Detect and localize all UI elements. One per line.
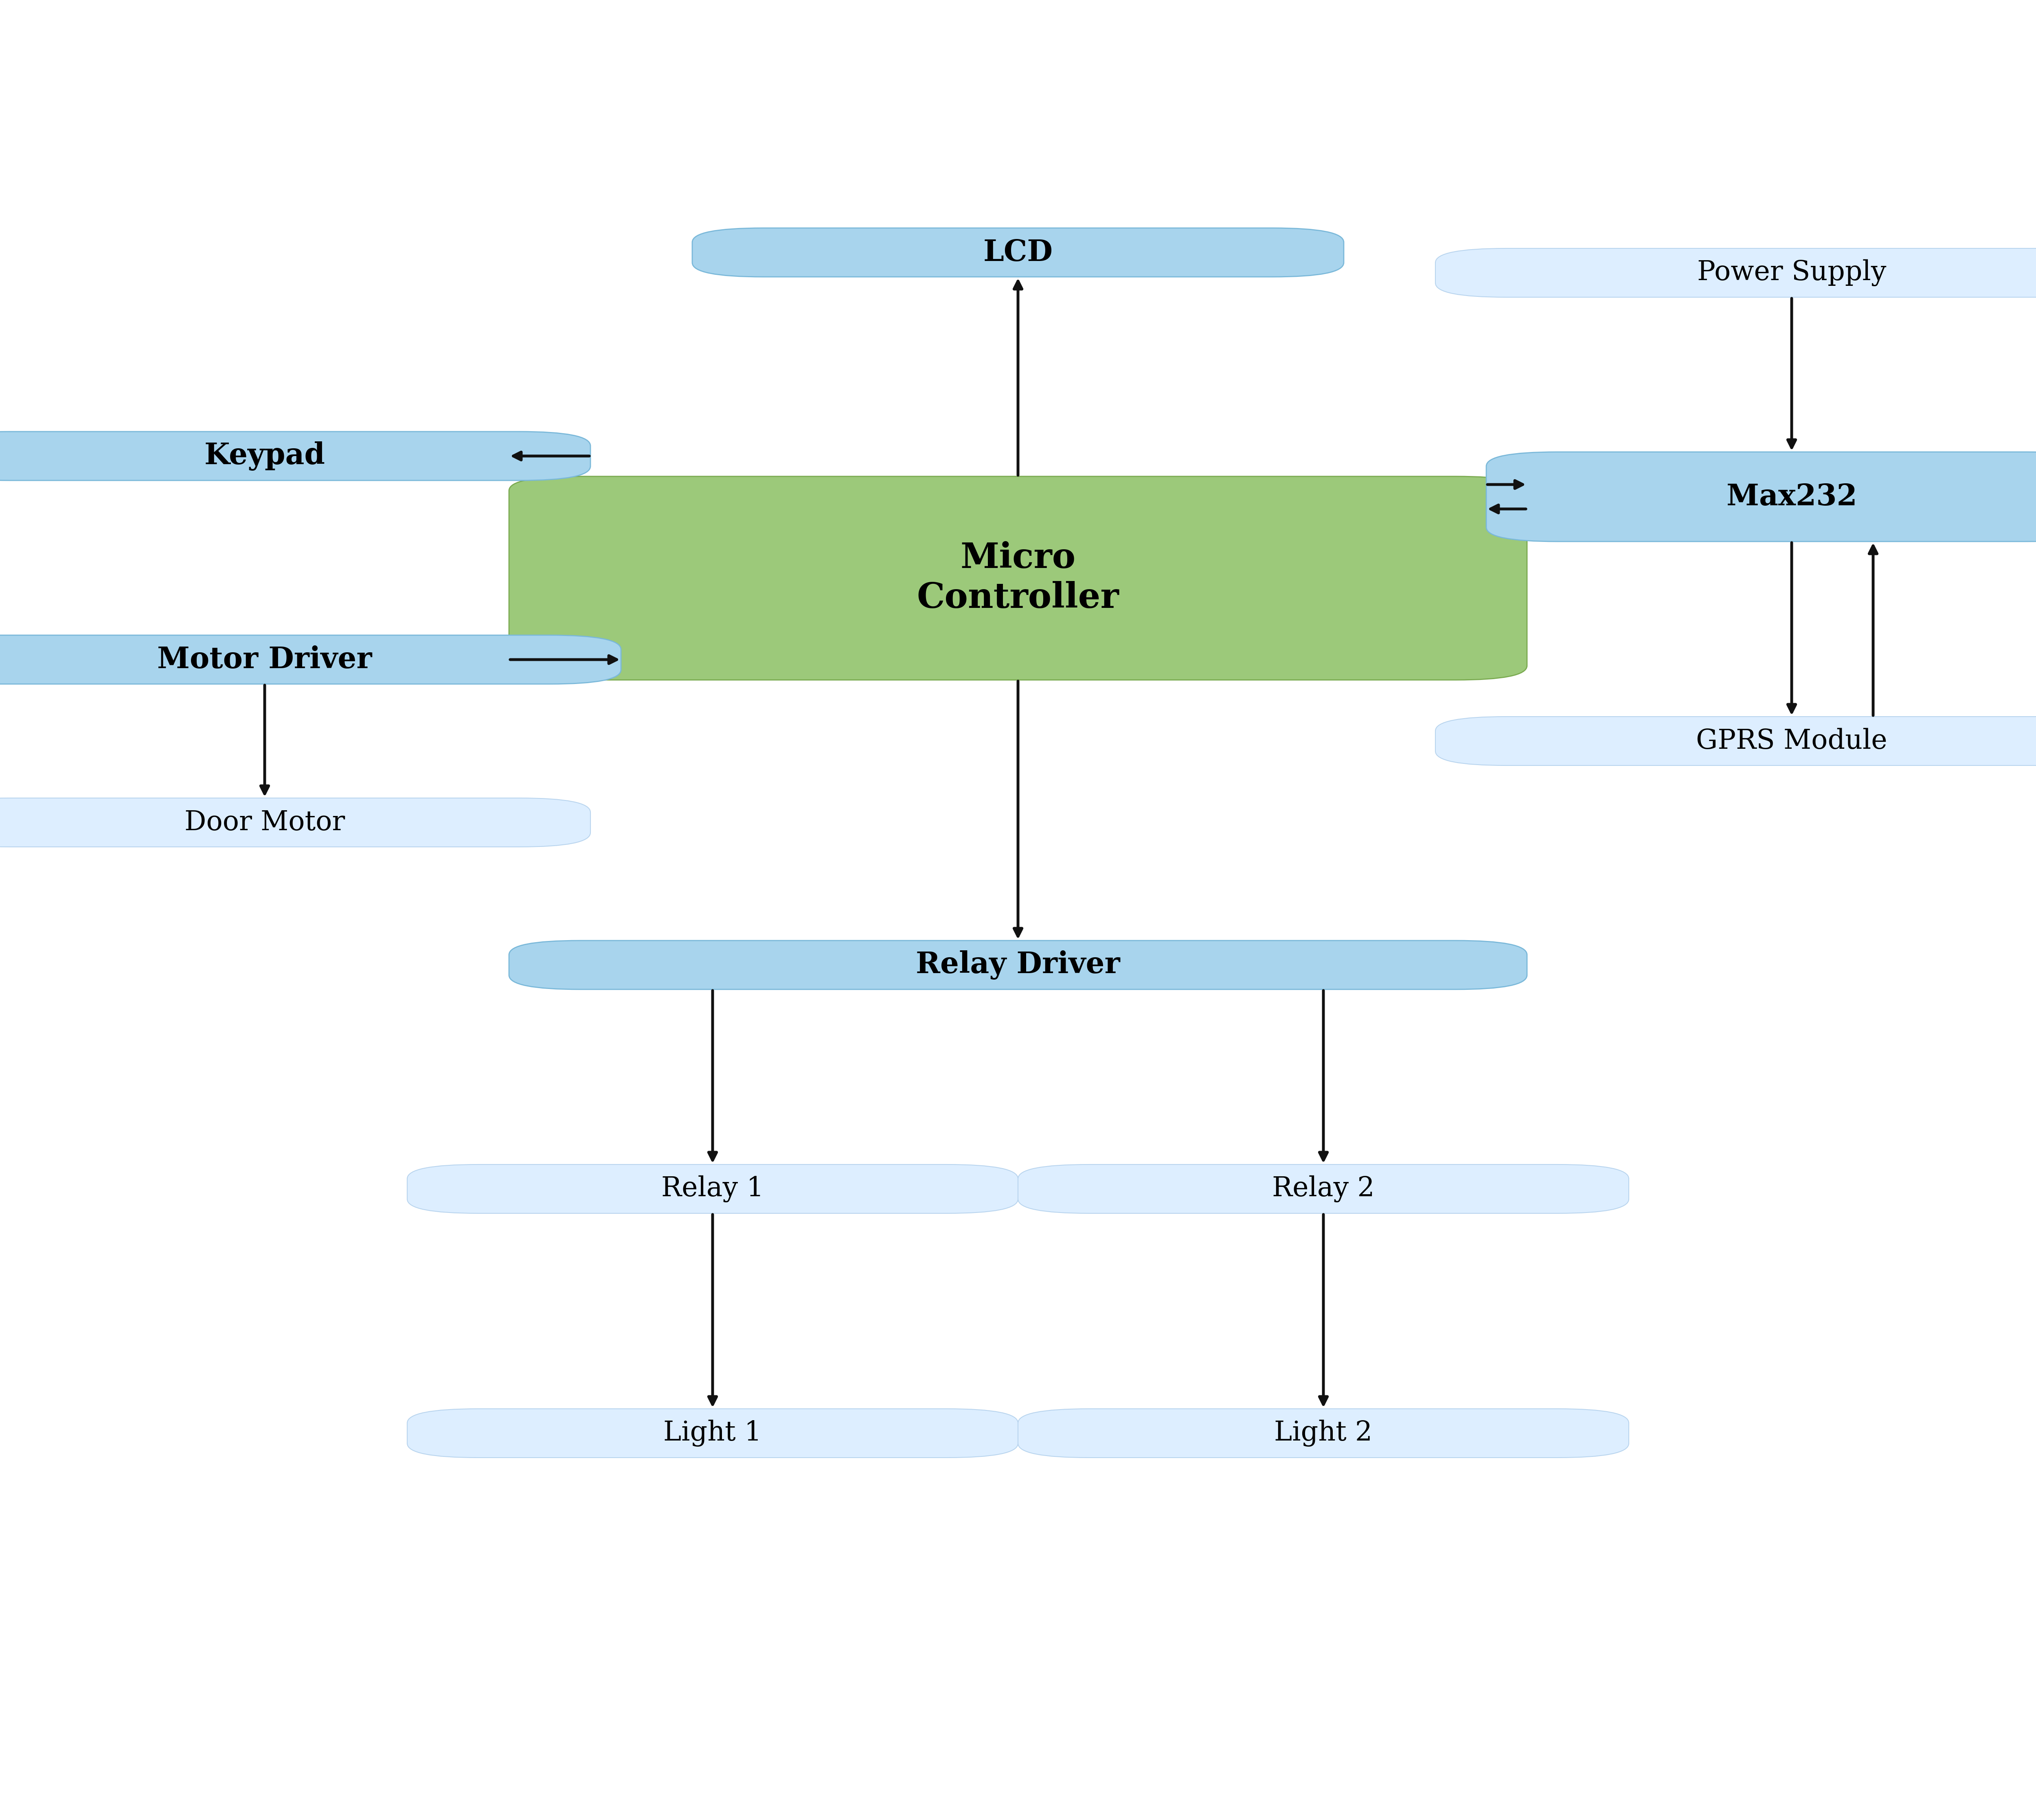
FancyBboxPatch shape bbox=[1018, 1165, 1629, 1214]
Text: Micro
Controller: Micro Controller bbox=[916, 541, 1120, 615]
Text: Max232: Max232 bbox=[1727, 482, 1857, 511]
Text: Light 2: Light 2 bbox=[1275, 1420, 1372, 1447]
FancyBboxPatch shape bbox=[407, 1409, 1018, 1458]
Text: Relay Driver: Relay Driver bbox=[916, 950, 1120, 979]
FancyBboxPatch shape bbox=[1435, 248, 2036, 297]
Text: Keypad: Keypad bbox=[204, 442, 326, 471]
FancyBboxPatch shape bbox=[0, 797, 590, 846]
Text: Power Supply: Power Supply bbox=[1698, 258, 1885, 286]
Text: Relay 1: Relay 1 bbox=[662, 1176, 764, 1203]
Text: Light 1: Light 1 bbox=[664, 1420, 761, 1447]
FancyBboxPatch shape bbox=[509, 477, 1527, 681]
Text: GPRS Module: GPRS Module bbox=[1696, 728, 1887, 753]
Text: Door Motor: Door Motor bbox=[185, 810, 344, 835]
FancyBboxPatch shape bbox=[692, 228, 1344, 277]
FancyBboxPatch shape bbox=[0, 635, 621, 684]
FancyBboxPatch shape bbox=[407, 1165, 1018, 1214]
FancyBboxPatch shape bbox=[1018, 1409, 1629, 1458]
Text: LCD: LCD bbox=[983, 238, 1053, 268]
FancyBboxPatch shape bbox=[509, 941, 1527, 990]
FancyBboxPatch shape bbox=[0, 431, 590, 480]
FancyBboxPatch shape bbox=[1486, 451, 2036, 542]
Text: Relay 2: Relay 2 bbox=[1272, 1176, 1374, 1203]
Text: Motor Driver: Motor Driver bbox=[157, 644, 373, 673]
FancyBboxPatch shape bbox=[1435, 717, 2036, 766]
